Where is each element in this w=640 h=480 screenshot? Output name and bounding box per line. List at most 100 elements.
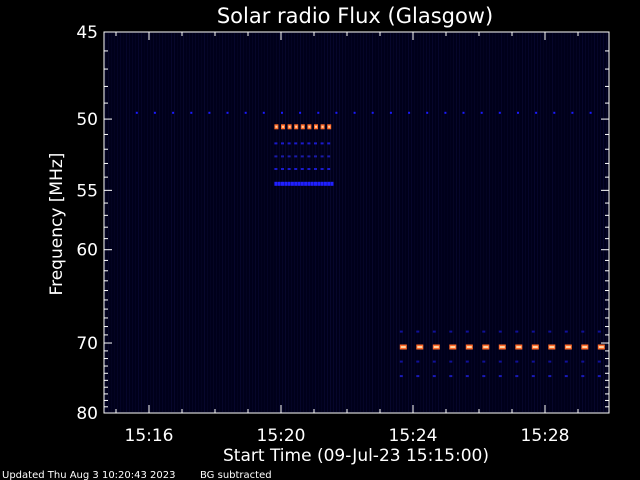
noise-column bbox=[108, 33, 109, 412]
noise-column bbox=[321, 33, 322, 412]
x-tick-label: 15:20 bbox=[257, 426, 306, 446]
noise-column bbox=[384, 33, 385, 412]
emission-dash bbox=[531, 330, 535, 333]
emission-dash bbox=[444, 111, 447, 114]
emission-features bbox=[135, 111, 605, 378]
noise-column bbox=[138, 33, 139, 412]
emission-dash bbox=[307, 142, 311, 145]
emission-dash bbox=[208, 111, 211, 114]
noise-column bbox=[276, 33, 277, 412]
noise-column bbox=[156, 33, 157, 412]
noise-column bbox=[363, 33, 364, 412]
plot-frame bbox=[103, 31, 610, 414]
emission-dash bbox=[294, 142, 298, 145]
noise-column bbox=[339, 33, 340, 412]
noise-column bbox=[414, 33, 415, 412]
noise-column bbox=[510, 33, 511, 412]
emission-dash bbox=[449, 330, 453, 333]
noise-column bbox=[420, 33, 421, 412]
noise-column bbox=[198, 33, 199, 412]
emission-dash-core bbox=[450, 346, 456, 348]
emission-dash bbox=[416, 375, 420, 378]
emission-dash bbox=[399, 330, 403, 333]
noise-column bbox=[555, 33, 556, 412]
noise-column bbox=[195, 33, 196, 412]
emission-dash bbox=[465, 360, 469, 363]
y-tick-label: 55 bbox=[76, 181, 98, 201]
noise-column bbox=[375, 33, 376, 412]
emission-dash-core bbox=[582, 346, 588, 348]
emission-dash bbox=[327, 142, 331, 145]
noise-column bbox=[369, 33, 370, 412]
emission-dash bbox=[548, 375, 552, 378]
emission-dash bbox=[462, 111, 465, 114]
noise-column bbox=[435, 33, 436, 412]
emission-dash bbox=[320, 181, 324, 186]
emission-dash bbox=[515, 375, 519, 378]
emission-dash bbox=[307, 168, 311, 170]
emission-dash bbox=[317, 181, 321, 186]
emission-dash bbox=[581, 360, 585, 363]
noise-column bbox=[324, 33, 325, 412]
noise-column bbox=[333, 33, 334, 412]
emission-dash bbox=[498, 330, 502, 333]
noise-column bbox=[534, 33, 535, 412]
noise-column bbox=[417, 33, 418, 412]
y-axis-label: Frequency [MHz] bbox=[47, 153, 67, 296]
x-axis-ticks: 15:16 15:20 15:24 15:28 bbox=[115, 32, 579, 446]
noise-column bbox=[381, 33, 382, 412]
noise-column bbox=[123, 33, 124, 412]
noise-column bbox=[348, 33, 349, 412]
noise-column bbox=[210, 33, 211, 412]
noise-column bbox=[453, 33, 454, 412]
noise-column bbox=[573, 33, 574, 412]
emission-dash bbox=[408, 111, 411, 114]
emission-dash bbox=[327, 155, 331, 158]
emission-dash bbox=[300, 168, 304, 170]
noise-column bbox=[177, 33, 178, 412]
emission-dash bbox=[535, 111, 538, 114]
noise-column bbox=[537, 33, 538, 412]
noise-column bbox=[144, 33, 145, 412]
emission-dash bbox=[135, 111, 138, 114]
emission-dash bbox=[399, 375, 403, 378]
emission-dash bbox=[432, 375, 436, 378]
emission-dash bbox=[294, 155, 298, 158]
noise-column bbox=[498, 33, 499, 412]
emission-dash-core bbox=[598, 346, 604, 348]
noise-column bbox=[576, 33, 577, 412]
emission-dash bbox=[571, 111, 574, 114]
noise-column bbox=[270, 33, 271, 412]
emission-dash bbox=[581, 330, 585, 333]
noise-column bbox=[447, 33, 448, 412]
emission-dash-core bbox=[275, 125, 278, 128]
noise-column bbox=[600, 33, 601, 412]
emission-dash bbox=[389, 111, 392, 114]
emission-dash bbox=[353, 111, 356, 114]
noise-column bbox=[222, 33, 223, 412]
emission-dash bbox=[287, 181, 291, 186]
emission-dash bbox=[274, 142, 278, 145]
emission-dash bbox=[589, 111, 592, 114]
noise-column bbox=[405, 33, 406, 412]
emission-dash bbox=[480, 111, 483, 114]
noise-column bbox=[246, 33, 247, 412]
noise-column bbox=[258, 33, 259, 412]
noise-column bbox=[141, 33, 142, 412]
noise-column bbox=[513, 33, 514, 412]
noise-column bbox=[105, 33, 106, 412]
noise-column bbox=[315, 33, 316, 412]
noise-column bbox=[150, 33, 151, 412]
y-tick-label: 60 bbox=[76, 241, 98, 261]
noise-column bbox=[318, 33, 319, 412]
plot-area bbox=[104, 32, 609, 413]
noise-column bbox=[387, 33, 388, 412]
noise-column bbox=[306, 33, 307, 412]
emission-dash bbox=[432, 360, 436, 363]
noise-column bbox=[501, 33, 502, 412]
emission-dash bbox=[330, 181, 334, 186]
emission-dash-core bbox=[499, 346, 505, 348]
noise-column bbox=[396, 33, 397, 412]
y-tick-label: 70 bbox=[76, 334, 98, 354]
